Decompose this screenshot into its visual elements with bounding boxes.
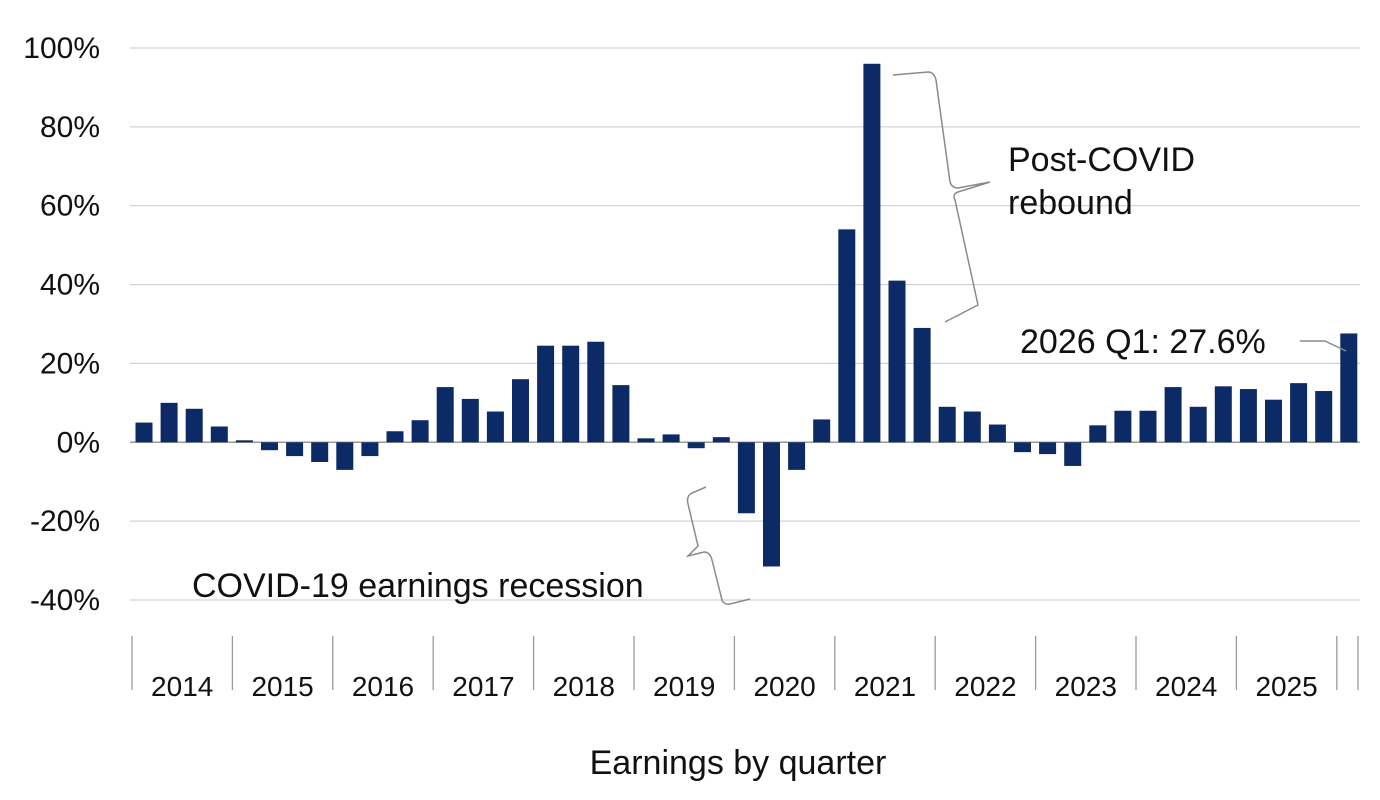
bar bbox=[261, 442, 278, 451]
bar bbox=[286, 442, 304, 457]
bar bbox=[687, 442, 705, 449]
bar bbox=[311, 442, 329, 462]
x-year-label: 2019 bbox=[653, 671, 715, 702]
x-year-label: 2021 bbox=[854, 671, 916, 702]
bar bbox=[361, 442, 379, 457]
bar bbox=[1039, 442, 1057, 455]
bar bbox=[788, 442, 806, 470]
bar bbox=[336, 442, 354, 470]
bar bbox=[913, 327, 931, 443]
bar bbox=[737, 442, 755, 514]
y-tick-label: 20% bbox=[40, 347, 100, 380]
bar bbox=[1189, 406, 1207, 443]
y-axis-tick-labels: 100% 80% 60% 40% 20% 0% -20% -40% bbox=[23, 32, 100, 617]
bar bbox=[637, 438, 655, 443]
bar bbox=[486, 411, 504, 443]
bar bbox=[1265, 399, 1282, 443]
q1-2026-leader-line bbox=[1300, 340, 1347, 352]
post-covid-label: Post-COVID bbox=[1008, 141, 1195, 179]
bar bbox=[461, 398, 479, 443]
x-year-label: 2020 bbox=[753, 671, 815, 702]
bar bbox=[1114, 410, 1132, 443]
bar bbox=[1315, 391, 1333, 443]
bar bbox=[185, 408, 203, 443]
bar bbox=[612, 385, 630, 443]
bar bbox=[938, 406, 956, 443]
y-tick-label: 100% bbox=[23, 32, 100, 65]
x-year-label: 2017 bbox=[452, 671, 514, 702]
bar bbox=[537, 345, 555, 443]
x-axis-label: Earnings by quarter bbox=[590, 744, 887, 782]
x-year-label: 2023 bbox=[1055, 671, 1117, 702]
bar bbox=[386, 431, 404, 443]
bar bbox=[135, 422, 153, 443]
post-covid-bracket bbox=[892, 71, 991, 323]
bar bbox=[1139, 410, 1157, 443]
bar bbox=[1340, 333, 1358, 443]
bar bbox=[587, 341, 605, 443]
bar bbox=[1014, 442, 1031, 453]
y-tick-label: 60% bbox=[40, 190, 100, 223]
bar bbox=[512, 379, 529, 443]
bar bbox=[813, 419, 831, 443]
bar bbox=[988, 424, 1006, 443]
y-tick-label: 80% bbox=[40, 111, 100, 144]
x-year-label: 2018 bbox=[553, 671, 615, 702]
bar bbox=[235, 440, 253, 443]
y-tick-label: -40% bbox=[30, 584, 100, 617]
y-tick-label: -20% bbox=[30, 505, 100, 538]
x-year-label: 2015 bbox=[251, 671, 313, 702]
bar bbox=[888, 280, 906, 443]
y-tick-label: 0% bbox=[57, 426, 100, 459]
bar bbox=[210, 426, 228, 443]
bar bbox=[838, 229, 856, 443]
x-year-label: 2014 bbox=[151, 671, 213, 702]
x-year-label: 2025 bbox=[1255, 671, 1317, 702]
covid-recession-bracket bbox=[685, 486, 751, 605]
bar bbox=[1214, 386, 1232, 443]
bar bbox=[662, 434, 680, 443]
bar bbox=[863, 63, 881, 443]
x-axis: 2014 2015 2016 2017 2018 2019 2020 2021 2022 2023… bbox=[131, 636, 1359, 702]
q1-2026-label: 2026 Q1: 27.6% bbox=[1020, 323, 1266, 361]
post-covid-label: rebound bbox=[1008, 184, 1133, 222]
bar bbox=[1290, 383, 1308, 443]
x-year-label: 2024 bbox=[1155, 671, 1217, 702]
bar bbox=[160, 402, 178, 443]
bar bbox=[763, 442, 780, 567]
bar bbox=[562, 345, 580, 443]
bar bbox=[712, 437, 730, 443]
x-year-label: 2016 bbox=[352, 671, 414, 702]
bar bbox=[1239, 389, 1257, 443]
bar bbox=[411, 420, 429, 443]
covid-recession-label: COVID-19 earnings recession bbox=[192, 567, 644, 605]
bar bbox=[1089, 425, 1107, 443]
x-year-label: 2022 bbox=[954, 671, 1016, 702]
bar bbox=[436, 387, 454, 443]
bar bbox=[1064, 442, 1082, 466]
bar bbox=[963, 411, 981, 443]
y-tick-label: 40% bbox=[40, 269, 100, 302]
bar bbox=[1164, 387, 1182, 443]
bar-series bbox=[135, 63, 1358, 567]
